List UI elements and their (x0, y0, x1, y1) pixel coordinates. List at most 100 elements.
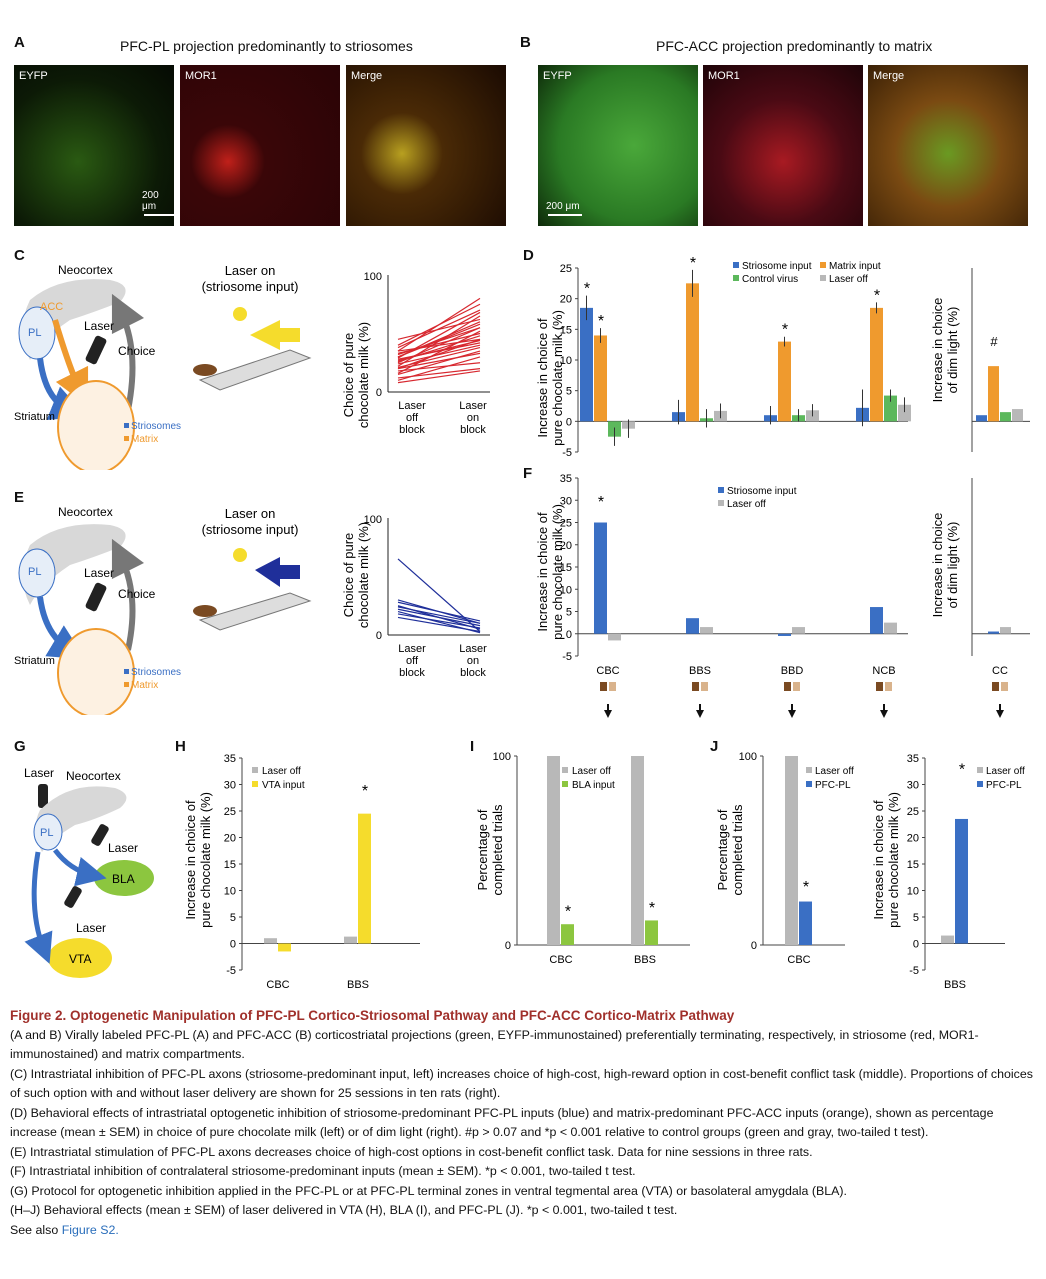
e-xlabel: Laser (459, 643, 487, 655)
acc-projection-arrow (52, 319, 89, 407)
e-ylabel-1: Choice of pure (341, 533, 356, 618)
y-tick-label: 25 (224, 806, 236, 818)
panel-c-label: C (14, 247, 25, 264)
laser-label: Laser (76, 921, 106, 935)
h-legend-vta: VTA input (262, 780, 305, 791)
y-tick-label: 0 (913, 939, 919, 951)
up-arrow-icon (788, 704, 796, 718)
j-ylabel2-2: pure chocolate milk (%) (886, 792, 901, 928)
y-tick-label: 25 (560, 518, 572, 530)
caption-c: (C) Intrastriatal inhibition of PFC-PL a… (10, 1066, 1033, 1101)
j-ylabel-2: completed trials (730, 804, 745, 896)
j-legend-laser-off: Laser off (815, 766, 854, 777)
cup-icon (701, 682, 708, 691)
y-tick-label: 10 (224, 886, 236, 898)
acc-label: ACC (40, 301, 63, 313)
y-tick-label: -5 (226, 965, 236, 977)
choice-label: Choice (118, 587, 156, 601)
significance-star: * (598, 494, 604, 511)
bar (778, 633, 791, 636)
category-label: BBS (634, 954, 656, 966)
c-xlabel: on (467, 412, 479, 424)
f-ylabel-right-2: of dim light (%) (945, 522, 960, 609)
session-line (397, 339, 481, 361)
direction-arrow-icon (255, 557, 300, 587)
d-ylabel-right-1: Increase in choice (930, 298, 945, 403)
caption-title: Figure 2. Optogenetic Manipulation of PF… (10, 1008, 735, 1023)
bar (344, 936, 357, 944)
up-arrow-icon (880, 704, 888, 718)
y-tick-label: -5 (909, 965, 919, 977)
rat-icon (193, 364, 217, 376)
micrograph-a-eyfp: EYFP 200 μm (14, 65, 174, 226)
e-xlabel: block (460, 667, 486, 679)
figure-caption: Figure 2. Optogenetic Manipulation of PF… (10, 1006, 1036, 1240)
e-xlabel: off (406, 655, 419, 667)
cup-icon (609, 682, 616, 691)
h-ylabel-1: Increase in choice of (183, 800, 198, 920)
y-tick-label: 30 (224, 780, 236, 792)
neocortex-label: Neocortex (58, 505, 113, 519)
bar (561, 924, 574, 945)
significance-hash: # (990, 334, 998, 349)
pl-vta-arrow (24, 851, 53, 964)
category-label: BBD (781, 665, 804, 677)
session-line (397, 318, 481, 340)
category-label: CBC (596, 665, 619, 677)
y-tick-label: -5 (562, 447, 572, 459)
significance-star: * (959, 762, 965, 779)
y-tick-label: 5 (566, 607, 572, 619)
session-line (397, 346, 481, 369)
cup-icon (1001, 682, 1008, 691)
significance-star: * (584, 281, 590, 298)
maze-title-1: Laser on (225, 263, 276, 278)
panel-g-label: G (14, 738, 26, 755)
y-tick-label: 0 (230, 939, 236, 951)
c-ylabel-1: Choice of pure (341, 333, 356, 418)
y-tick-label: 10 (560, 584, 572, 596)
legend-striosomes: Striosomes (131, 421, 181, 432)
figure-s2-link[interactable]: Figure S2. (61, 1222, 119, 1237)
vta-label: VTA (69, 952, 91, 966)
c-ytick-0: 0 (376, 387, 382, 399)
j2-legend-pfc-pl: PFC-PL (986, 780, 1022, 791)
category-label: CBC (549, 954, 572, 966)
cup-icon (885, 682, 892, 691)
micrograph-label: MOR1 (708, 70, 740, 82)
y-tick-label: 30 (907, 780, 919, 792)
pl-region (33, 813, 63, 851)
cup-icon (784, 682, 791, 691)
caption-g: (G) Protocol for optogenetic inhibition … (10, 1183, 847, 1198)
j2-legend-laser-off: Laser off (986, 766, 1025, 777)
laser-device-icon (85, 582, 107, 612)
cup-icon (793, 682, 800, 691)
striatum-shape (57, 628, 135, 715)
e-xlabel: on (467, 655, 479, 667)
e-ytick-0: 0 (376, 630, 382, 642)
pl-region (18, 548, 56, 598)
y-tick-label: 35 (907, 753, 919, 765)
bar (884, 622, 897, 634)
pl-projection-arrow (37, 596, 86, 660)
pl-label: PL (40, 827, 53, 839)
f-legend-striosome: Striosome input (727, 486, 797, 497)
e-ylabel-2: chocolate milk (%) (356, 522, 371, 628)
c-ylabel-2: chocolate milk (%) (356, 322, 371, 428)
pl-label: PL (28, 327, 41, 339)
significance-star: * (690, 255, 696, 272)
light-icon (233, 548, 247, 562)
laser-label: Laser (84, 319, 114, 333)
category-label: NCB (872, 665, 895, 677)
bar (1000, 412, 1011, 422)
neocortex-label: Neocortex (66, 769, 121, 783)
f-ylabel-right-1: Increase in choice (930, 513, 945, 618)
c-session-lines (397, 297, 481, 384)
y-tick-label: 20 (560, 294, 572, 306)
neocortex-shape (22, 279, 126, 360)
session-line (397, 368, 481, 379)
session-line (397, 613, 481, 629)
micrograph-b-mor1: MOR1 (703, 65, 863, 226)
significance-star: * (874, 287, 880, 304)
significance-star: * (782, 322, 788, 339)
light-icon (233, 307, 247, 321)
